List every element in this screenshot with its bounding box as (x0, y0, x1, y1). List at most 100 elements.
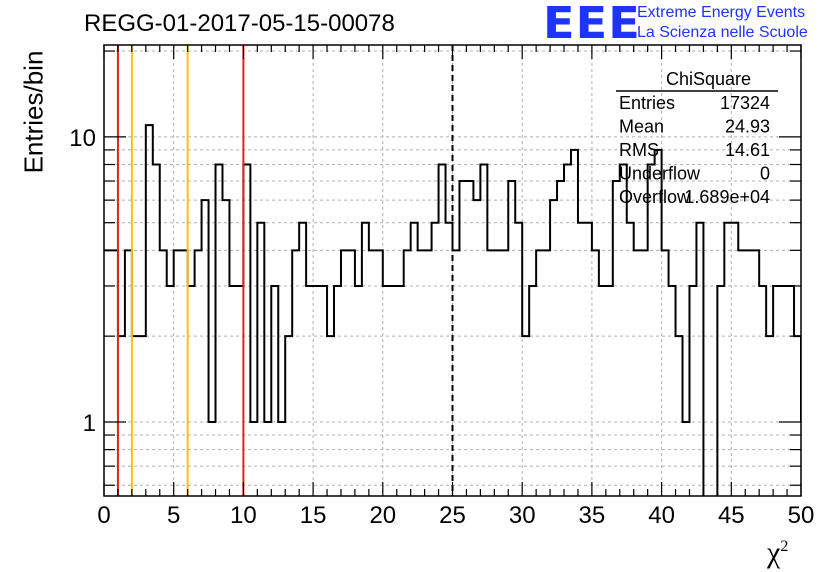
histogram-bin (641, 250, 648, 496)
x-tick-label: 30 (509, 502, 536, 529)
histogram-bin (118, 336, 125, 496)
histogram-bin (724, 223, 731, 496)
histogram-bin (801, 422, 808, 496)
stats-row-value: 24.93 (725, 117, 770, 137)
histogram-bin (557, 181, 564, 496)
histogram-bin (676, 336, 683, 496)
histogram-bin (139, 336, 146, 496)
x-axis-label: χ2 (767, 536, 788, 570)
histogram-bin (822, 250, 829, 496)
x-axis-label-sup: 2 (780, 538, 789, 555)
histogram-bin (662, 250, 669, 496)
histogram-bin (689, 286, 696, 496)
histogram-bin (480, 164, 487, 496)
x-axis-label-main: χ (767, 536, 781, 569)
histogram-bin (404, 250, 411, 496)
histogram-bin (794, 336, 801, 496)
histogram-bin (648, 164, 655, 496)
histogram-bin (529, 286, 536, 496)
histogram-bin (459, 181, 466, 496)
histogram-bin (571, 150, 578, 496)
stats-row-label: Mean (619, 117, 664, 137)
histogram-bin (780, 286, 787, 496)
eee-logo: EEE Extreme Energy Events La Scienza nel… (543, 0, 833, 49)
stats-row-label: Entries (619, 93, 675, 113)
histogram-bin (738, 250, 745, 496)
histogram-bin (627, 223, 634, 496)
stats-row-label: Overflow (619, 187, 691, 207)
x-tick-label: 25 (439, 502, 466, 529)
histogram-bin (257, 223, 264, 496)
histogram-bin (634, 250, 641, 496)
histogram-bin (717, 286, 724, 496)
histogram-bin (104, 250, 111, 496)
histogram-bin (229, 286, 236, 496)
x-tick-label: 50 (788, 502, 815, 529)
histogram-bin (620, 164, 627, 496)
histogram-bin (522, 336, 529, 496)
stats-row-value: 14.61 (725, 140, 770, 160)
x-tick-label: 0 (97, 502, 110, 529)
histogram-bin (195, 250, 202, 496)
histogram-bin (745, 250, 752, 496)
histogram-bin (501, 250, 508, 496)
histogram-bin (236, 286, 243, 496)
histogram-bin (327, 336, 334, 496)
histogram-bin (181, 250, 188, 496)
histogram-bin (585, 223, 592, 496)
y-axis-label: Entries/bin (18, 50, 49, 174)
histogram-bin (334, 286, 341, 496)
x-tick-label: 35 (579, 502, 606, 529)
histogram-bin (369, 250, 376, 496)
histogram-bin (425, 250, 432, 496)
histogram-bin (355, 286, 362, 496)
histogram-bin (222, 200, 229, 496)
x-tick-label: 40 (648, 502, 675, 529)
histogram-bin (752, 250, 759, 496)
histogram-bin (731, 223, 738, 496)
histogram-bin (153, 164, 160, 496)
histogram-bin (376, 250, 383, 496)
histogram-bin (160, 250, 167, 496)
histogram-bin (787, 286, 794, 496)
histogram-series (104, 124, 801, 496)
stats-row-value: 1.689e+04 (684, 187, 770, 207)
histogram-bin (397, 286, 404, 496)
histogram-bin (285, 336, 292, 496)
histogram-bin (188, 286, 195, 496)
histogram-bin (696, 223, 703, 496)
histogram-bin (606, 286, 613, 496)
histogram-bin (341, 250, 348, 496)
histogram-bin (808, 422, 815, 496)
y-tick-label: 10 (69, 125, 96, 152)
x-tick-label: 20 (369, 502, 396, 529)
histogram-bin (383, 286, 390, 496)
histogram-bin (348, 250, 355, 496)
histogram-bin (125, 250, 132, 496)
histogram-bin (466, 181, 473, 496)
histogram-bin (453, 250, 460, 496)
histogram-bin (759, 286, 766, 496)
histogram-bin (613, 181, 620, 496)
histogram-bin (418, 250, 425, 496)
histogram-bin (543, 250, 550, 496)
histogram-bin (432, 223, 439, 496)
histogram-bin (292, 250, 299, 496)
histogram-bin (515, 223, 522, 496)
histogram-bin (390, 286, 397, 496)
stats-row-value: 0 (760, 164, 770, 184)
histogram-bin (578, 223, 585, 496)
histogram-bin (773, 286, 780, 496)
histogram-bin (299, 223, 306, 496)
run-title: REGG-01-2017-05-15-00078 (84, 10, 395, 37)
histogram-bin (174, 250, 181, 496)
histogram-bin (487, 250, 494, 496)
histogram-bin (202, 200, 209, 496)
histogram-bin (439, 164, 446, 496)
histogram-bin (271, 286, 278, 496)
histogram-bin (508, 181, 515, 496)
histogram-bin (829, 250, 836, 496)
histogram-bin (766, 336, 773, 496)
